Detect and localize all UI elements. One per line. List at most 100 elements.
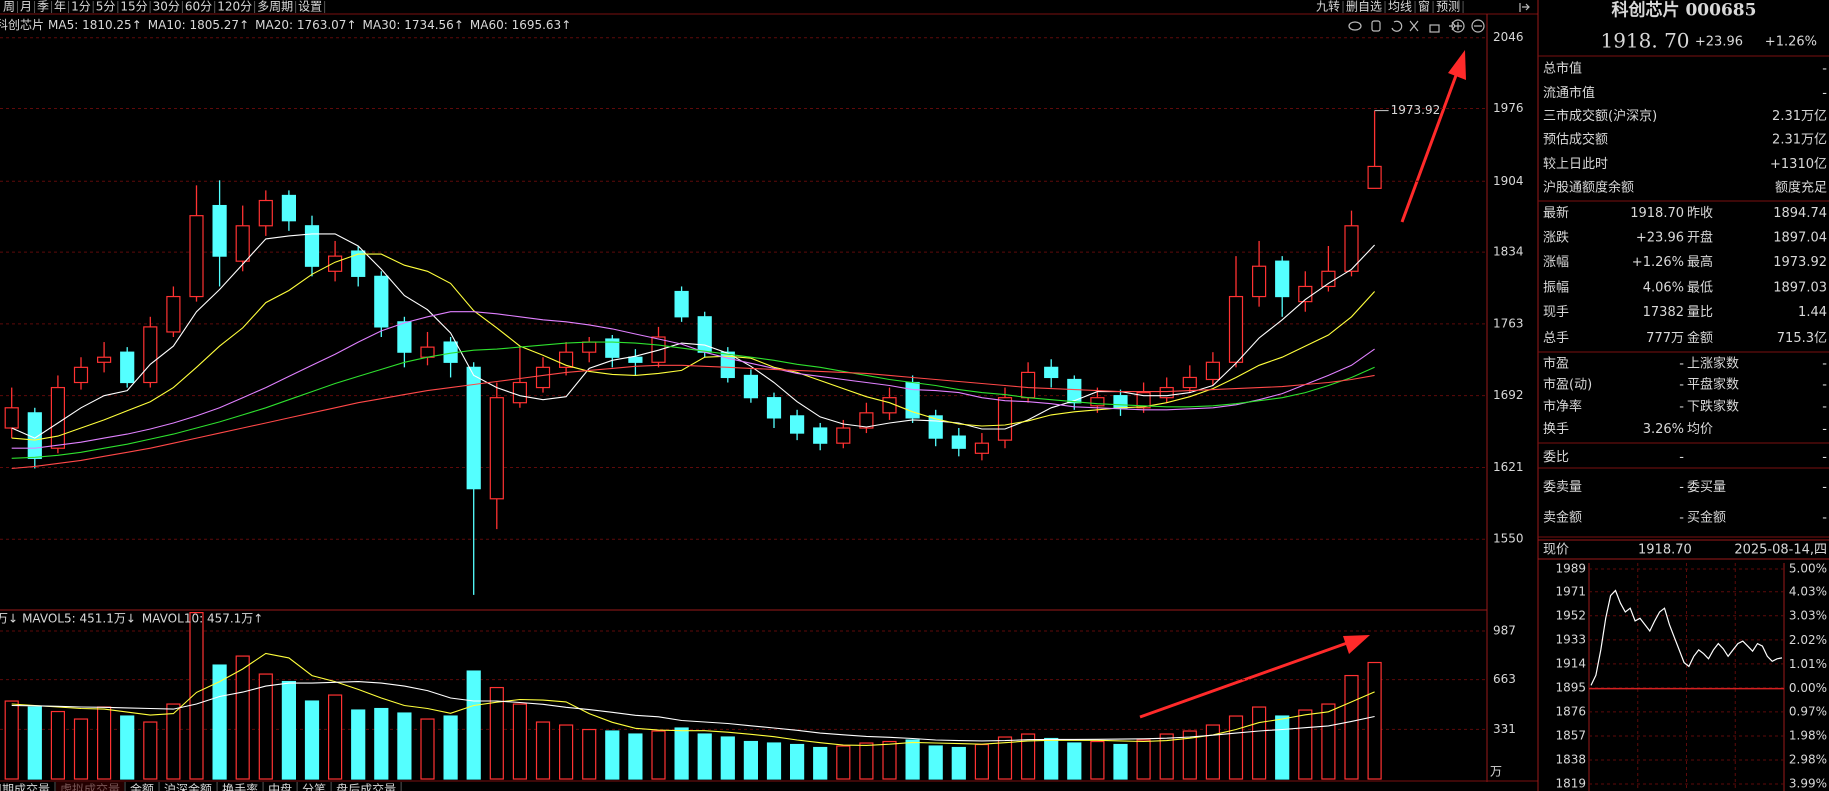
candle-body [397,321,412,353]
quote-label: 金额 [1687,330,1713,346]
volume-bar [235,655,250,780]
quote-value: - [1679,400,1684,415]
volume-bar [328,694,343,780]
volume-bar [720,736,735,780]
quote-label: 最新 [1543,205,1569,221]
y-tick-label: 1763 [1493,316,1524,330]
volume-bar [120,715,135,780]
volume-bar [4,700,19,780]
y-tick-label: 1904 [1493,174,1524,188]
volume-bar [420,718,435,780]
y2-tick-label: 1.01% [1789,657,1827,671]
volume-bar [1205,724,1221,780]
volume-bar [1067,742,1082,780]
tab[interactable]: 盘后成交量 [336,782,396,791]
ma-line [11,341,1375,459]
volume-bar [1228,715,1244,780]
peak-label: 1973.92 [1391,103,1441,117]
toolbar-button[interactable]: 年 [54,0,66,14]
candle-body [1090,397,1105,407]
candle-body [73,366,89,384]
tab[interactable]: 分笔 [302,782,326,791]
candle-body [905,381,920,419]
candle-body [374,275,389,328]
toolbar-button[interactable]: 1分 [71,0,91,14]
quote-value: 2.31万亿 [1772,132,1827,147]
legend-entry: MA60: 1695.63↑ [470,18,571,32]
candle-body [974,442,990,454]
tab[interactable]: 换手率 [222,782,258,791]
toolbar-button[interactable]: 120分 [217,0,252,14]
quote-label: 市盈 [1543,355,1569,371]
tab[interactable]: 中盘 [268,782,292,791]
volume-bar [189,611,204,780]
icon-exit[interactable] [1519,3,1530,12]
quote-label: 下跌家数 [1687,399,1739,415]
quote-value: - [1679,356,1684,371]
toolbar-button[interactable]: 多周期 [257,0,293,14]
legend-entry: MA30: 1734.56↑ [363,18,464,32]
y2-tick-label: 5.00% [1789,562,1827,576]
arrow-head [1343,635,1370,654]
security-title: 科创芯片 000685 [1612,0,1757,21]
candle-body [1344,225,1359,272]
volume-bar [1321,703,1336,780]
quote-value: - [1679,510,1684,525]
toolbar-button[interactable]: 5分 [96,0,116,14]
legend-entry: MA5: 1810.25↑ [48,18,142,32]
candle-body [1044,366,1059,379]
y2-tick-label: 2.02% [1789,633,1827,647]
quote-label: 换手 [1543,422,1569,437]
icon-lock[interactable] [1429,24,1440,33]
tab[interactable]: 沪深金额 [164,782,212,791]
icon-hand[interactable] [1371,20,1381,32]
quote-label: 市盈(动) [1543,376,1592,392]
icon-eye[interactable] [1348,21,1362,31]
y-tick-label: 1857 [1555,728,1586,742]
candle-body [50,386,66,449]
candle-body [674,290,689,318]
y2-tick-label: 3.99% [1789,777,1827,791]
candle-body [235,225,250,262]
quote-label: 委卖量 [1543,480,1582,495]
candle-body [466,366,481,490]
toolbar-button[interactable]: 30分 [153,0,180,14]
icon-zoom-out[interactable] [1471,19,1485,33]
volume-bar [836,745,851,780]
icon-undo[interactable] [1391,20,1403,32]
toolbar-button[interactable]: 均线 [1388,0,1412,14]
volume-bar [859,742,874,780]
volume-bar [697,733,712,780]
candle-body [189,215,204,298]
toolbar-button[interactable]: 预测 [1436,0,1460,14]
icon-zoom-in-plus [1454,22,1462,30]
volume-bar [928,745,943,780]
quote-label: 昨收 [1687,206,1713,221]
toolbar-button[interactable]: 月 [20,0,32,14]
toolbar-button[interactable]: 季 [37,0,49,14]
toolbar-button[interactable]: 窗 [1418,0,1430,14]
y-tick-label: 331 [1493,722,1516,736]
legend-entry: MAVOL5: 451.1万↓ [22,612,136,626]
y-tick-label: 987 [1493,624,1516,638]
toolbar-button[interactable]: 周 [3,0,15,14]
icon-zoom-in[interactable] [1451,19,1465,33]
legend-entry: MA10: 1805.27↑ [148,18,249,32]
arrow-head [1448,50,1466,80]
volume-bar [974,743,990,780]
volume-bar [1090,740,1105,780]
tab[interactable]: 周期成交量 [0,782,50,791]
candle-body [304,225,320,267]
quote-value: - [1679,450,1684,465]
candle-body [859,412,874,429]
icon-cut[interactable] [1409,20,1419,32]
quote-label: 量比 [1687,305,1713,320]
toolbar-button[interactable]: 九转 [1316,0,1340,14]
tab[interactable]: 金额 [130,782,154,791]
toolbar-button[interactable]: 15分 [120,0,147,14]
quote-value: 17382 [1643,305,1684,320]
toolbar-button[interactable]: 60分 [185,0,212,14]
toolbar-button[interactable]: 设置 [298,0,322,14]
quote-value: +23.96 [1636,230,1684,245]
toolbar-button[interactable]: 删自选 [1346,0,1382,14]
